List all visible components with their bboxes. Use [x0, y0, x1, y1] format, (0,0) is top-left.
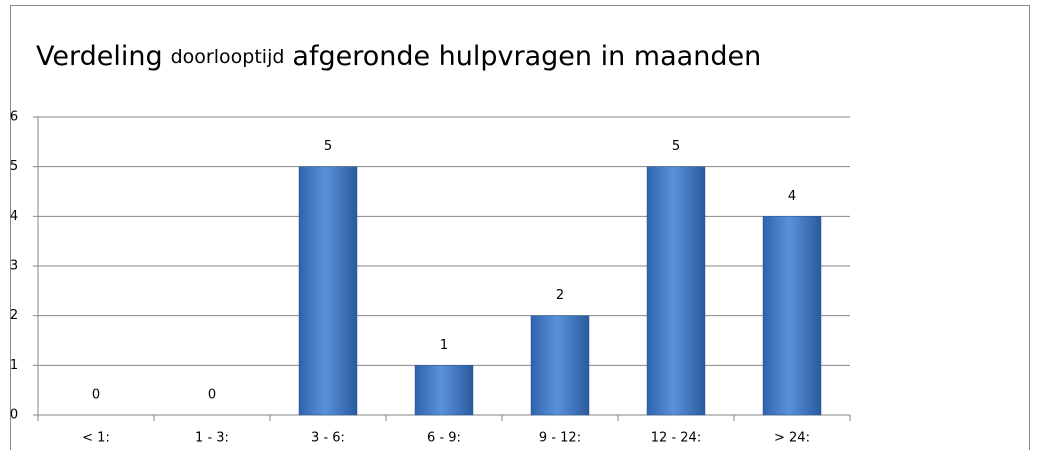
y-tick-label: 6: [10, 110, 18, 125]
x-tick-label: 3 - 6:: [311, 431, 345, 446]
title-part: Verdeling: [36, 41, 163, 72]
x-tick-label: > 24:: [774, 431, 810, 446]
data-label: 0: [92, 388, 100, 403]
x-tick-label: 12 - 24:: [651, 431, 701, 446]
y-tick-label: 1: [10, 358, 18, 373]
x-tick-label: 6 - 9:: [427, 431, 461, 446]
y-tick-label: 5: [10, 159, 18, 174]
bar: [298, 166, 358, 416]
bar: [414, 365, 474, 416]
y-tick-label: 3: [10, 259, 18, 274]
x-tick-label: 1 - 3:: [195, 431, 229, 446]
chart-title: Verdeling doorlooptijd afgeronde hulpvrage…: [36, 41, 761, 72]
bar: [762, 216, 822, 416]
data-label: 5: [324, 139, 332, 154]
bar: [530, 315, 590, 416]
x-tick-label: < 1:: [82, 431, 110, 446]
title-part: doorlooptijd: [171, 46, 285, 68]
data-label: 0: [208, 388, 216, 403]
title-part: afgeronde hulpvragen in maanden: [292, 41, 761, 72]
y-tick-label: 4: [10, 209, 18, 224]
data-label: 2: [556, 288, 564, 303]
bar: [646, 166, 706, 416]
data-label: 4: [788, 189, 796, 204]
y-tick-label: 2: [10, 308, 18, 323]
data-label: 1: [440, 338, 448, 353]
x-tick-label: 9 - 12:: [539, 431, 581, 446]
data-label: 5: [672, 139, 680, 154]
y-tick-label: 0: [10, 408, 18, 423]
chart-frame: [10, 5, 1030, 454]
